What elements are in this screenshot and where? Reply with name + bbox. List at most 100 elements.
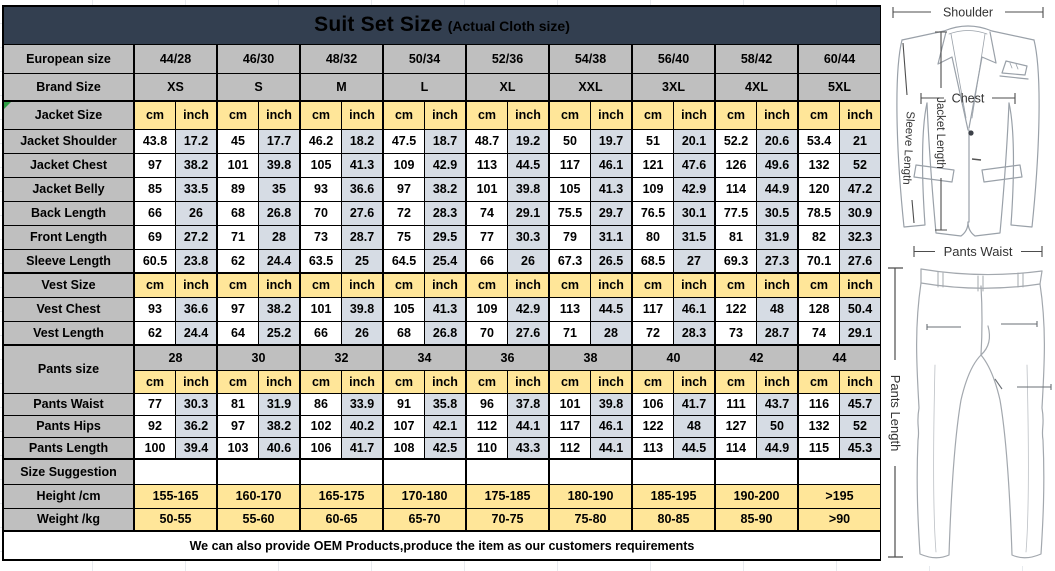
inch-value: 46.1 (673, 296, 716, 322)
size-table: Suit Set Size (Actual Cloth size) European… (2, 5, 882, 561)
cm-value: 73 (299, 224, 342, 250)
cm-value: 127 (714, 414, 757, 438)
row-label: Vest Chest (2, 296, 135, 322)
empty-cell (216, 458, 301, 485)
cm-value: 96 (465, 392, 508, 416)
inch-value: 31.5 (673, 224, 716, 250)
cm-value: 112 (548, 436, 591, 460)
cm-value: 122 (631, 414, 674, 438)
pants-waist-measure-label: Pants Waist (944, 244, 1013, 259)
suggestion-value: 170-180 (382, 483, 467, 509)
european-size-value: 44/28 (133, 43, 218, 74)
inch-value: 28 (258, 224, 301, 250)
cm-value: 66 (133, 200, 176, 226)
brand-size-value: XL (465, 72, 550, 102)
unit-inch-header: inch (175, 369, 218, 394)
unit-cm-header: cm (631, 272, 674, 298)
inch-value: 26 (507, 248, 550, 274)
suggestion-value: 65-70 (382, 507, 467, 532)
cm-value: 91 (382, 392, 425, 416)
empty-cell (797, 458, 882, 485)
cm-value: 97 (216, 296, 259, 322)
cm-value: 45 (216, 128, 259, 154)
inch-value: 39.4 (175, 436, 218, 460)
shoulder-measure-label: Shoulder (943, 6, 993, 20)
title-main: Suit Set Size (314, 13, 443, 37)
section-label-vest: Vest Size (2, 272, 135, 298)
inch-value: 28.7 (341, 224, 384, 250)
jacket-diagram: Shoulder Chest Jacket Length Sleeve Leng… (881, 0, 1055, 243)
suggestion-value: 190-200 (714, 483, 799, 509)
inch-value: 44.9 (756, 436, 799, 460)
section-label-pants: Pants size (2, 344, 135, 394)
cm-value: 67.3 (548, 248, 591, 274)
suggestion-value: >195 (797, 483, 882, 509)
unit-cm-header: cm (216, 100, 259, 130)
cm-value: 108 (382, 436, 425, 460)
inch-value: 19.2 (507, 128, 550, 154)
unit-cm-header: cm (714, 272, 757, 298)
cm-value: 74 (465, 200, 508, 226)
unit-inch-header: inch (590, 100, 633, 130)
inch-value: 27.6 (839, 248, 882, 274)
cm-value: 117 (631, 296, 674, 322)
inch-value: 49.6 (756, 152, 799, 178)
inch-value: 41.3 (341, 152, 384, 178)
inch-value: 48 (673, 414, 716, 438)
chest-measure-label: Chest (952, 92, 985, 106)
row-label: Jacket Chest (2, 152, 135, 178)
empty-cell (382, 458, 467, 485)
unit-inch-header: inch (424, 369, 467, 394)
brand-size-value: M (299, 72, 384, 102)
cm-value: 112 (465, 414, 508, 438)
cm-value: 97 (133, 152, 176, 178)
inch-value: 39.8 (590, 392, 633, 416)
cm-value: 105 (299, 152, 342, 178)
inch-value: 17.2 (175, 128, 218, 154)
suggestion-value: >90 (797, 507, 882, 532)
empty-cell (548, 458, 633, 485)
cm-value: 97 (216, 414, 259, 438)
unit-cm-header: cm (465, 369, 508, 394)
row-label-european: European size (2, 43, 135, 74)
suggestion-value: 85-90 (714, 507, 799, 532)
unit-inch-header: inch (175, 272, 218, 298)
cm-value: 113 (465, 152, 508, 178)
inch-value: 43.7 (756, 392, 799, 416)
inch-value: 33.9 (341, 392, 384, 416)
inch-value: 42.9 (424, 152, 467, 178)
unit-inch-header: inch (341, 272, 384, 298)
cm-value: 73 (714, 320, 757, 346)
inch-value: 35.8 (424, 392, 467, 416)
inch-value: 27.2 (175, 224, 218, 250)
inch-value: 36.6 (175, 296, 218, 322)
cm-value: 70 (465, 320, 508, 346)
row-label: Jacket Belly (2, 176, 135, 202)
cm-value: 132 (797, 414, 840, 438)
row-label: Jacket Shoulder (2, 128, 135, 154)
suggestion-value: 160-170 (216, 483, 301, 509)
cm-value: 122 (714, 296, 757, 322)
inch-value: 33.5 (175, 176, 218, 202)
cm-value: 106 (631, 392, 674, 416)
cm-value: 75 (382, 224, 425, 250)
row-label: Weight /kg (2, 507, 135, 532)
inch-value: 27.6 (507, 320, 550, 346)
row-label: Vest Length (2, 320, 135, 346)
unit-inch-header: inch (590, 369, 633, 394)
cm-value: 77.5 (714, 200, 757, 226)
row-label: Front Length (2, 224, 135, 250)
cm-value: 92 (133, 414, 176, 438)
cm-value: 74 (797, 320, 840, 346)
inch-value: 41.7 (673, 392, 716, 416)
inch-value: 44.5 (673, 436, 716, 460)
inch-value: 38.2 (424, 176, 467, 202)
suggestion-value: 80-85 (631, 507, 716, 532)
unit-inch-header: inch (507, 369, 550, 394)
inch-value: 27.6 (341, 200, 384, 226)
inch-value: 28 (590, 320, 633, 346)
inch-value: 38.2 (175, 152, 218, 178)
unit-cm-header: cm (299, 369, 342, 394)
unit-inch-header: inch (839, 100, 882, 130)
